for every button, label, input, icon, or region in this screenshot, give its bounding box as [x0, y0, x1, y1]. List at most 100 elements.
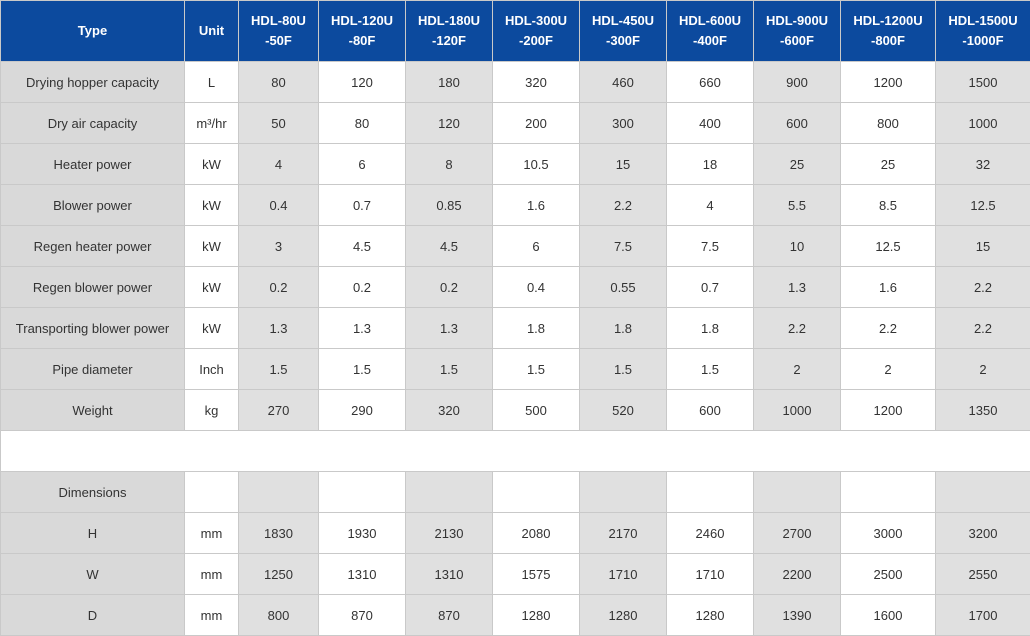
table-cell: 1.5 — [319, 349, 406, 390]
table-cell: 2500 — [841, 554, 936, 595]
table-cell: 1310 — [319, 554, 406, 595]
row-unit: mm — [185, 554, 239, 595]
table-cell: 1.3 — [319, 308, 406, 349]
table-cell: 870 — [406, 595, 493, 636]
table-cell: 1710 — [580, 554, 667, 595]
table-cell: 1575 — [493, 554, 580, 595]
table-cell — [493, 472, 580, 513]
table-cell: 32 — [936, 144, 1030, 185]
row-label: H — [1, 513, 185, 554]
table-cell: 25 — [754, 144, 841, 185]
table-cell: 80 — [319, 103, 406, 144]
header-model-line1: HDL-450U — [580, 11, 666, 31]
table-cell: 320 — [493, 62, 580, 103]
table-cell — [319, 472, 406, 513]
header-model: HDL-600U-400F — [667, 1, 754, 62]
row-unit: mm — [185, 513, 239, 554]
table-cell: 1.6 — [493, 185, 580, 226]
table-cell: 1.3 — [239, 308, 319, 349]
table-cell — [841, 472, 936, 513]
header-model-line1: HDL-180U — [406, 11, 492, 31]
table-cell: 460 — [580, 62, 667, 103]
header-model-line2: -50F — [239, 31, 318, 51]
header-model-line1: HDL-120U — [319, 11, 405, 31]
header-model-line2: -120F — [406, 31, 492, 51]
table-cell: 290 — [319, 390, 406, 431]
header-model: HDL-1500U-1000F — [936, 1, 1030, 62]
table-cell: 1000 — [936, 103, 1030, 144]
row-unit: m³/hr — [185, 103, 239, 144]
table-cell: 15 — [580, 144, 667, 185]
table-cell: 1.5 — [493, 349, 580, 390]
table-cell: 2.2 — [936, 267, 1030, 308]
row-label: Weight — [1, 390, 185, 431]
header-model-line2: -80F — [319, 31, 405, 51]
row-unit: Inch — [185, 349, 239, 390]
table-cell: 1000 — [754, 390, 841, 431]
table-cell: 7.5 — [580, 226, 667, 267]
table-cell: 1280 — [667, 595, 754, 636]
table-cell: 1.8 — [580, 308, 667, 349]
row-unit: kg — [185, 390, 239, 431]
table-cell — [239, 472, 319, 513]
row-unit: L — [185, 62, 239, 103]
table-cell — [667, 472, 754, 513]
row-label: W — [1, 554, 185, 595]
table-cell: 300 — [580, 103, 667, 144]
table-cell: 1390 — [754, 595, 841, 636]
table-cell: 4.5 — [319, 226, 406, 267]
table-cell: 120 — [406, 103, 493, 144]
row-unit: mm — [185, 595, 239, 636]
header-model-line1: HDL-600U — [667, 11, 753, 31]
table-cell: 1.3 — [406, 308, 493, 349]
header-model: HDL-180U-120F — [406, 1, 493, 62]
row-unit — [185, 472, 239, 513]
table-cell: 1310 — [406, 554, 493, 595]
table-cell: 800 — [841, 103, 936, 144]
table-cell: 3200 — [936, 513, 1030, 554]
header-model-line2: -300F — [580, 31, 666, 51]
row-unit: kW — [185, 226, 239, 267]
table-cell: 0.7 — [319, 185, 406, 226]
table-cell: 1280 — [580, 595, 667, 636]
header-model-line1: HDL-300U — [493, 11, 579, 31]
table-cell: 6 — [319, 144, 406, 185]
table-cell: 1830 — [239, 513, 319, 554]
table-cell: 2.2 — [841, 308, 936, 349]
table-cell: 1.6 — [841, 267, 936, 308]
table-cell: 1500 — [936, 62, 1030, 103]
table-cell: 4 — [239, 144, 319, 185]
table-cell: 0.55 — [580, 267, 667, 308]
table-cell: 660 — [667, 62, 754, 103]
row-label: Heater power — [1, 144, 185, 185]
table-cell: 1.5 — [406, 349, 493, 390]
table-cell: 870 — [319, 595, 406, 636]
table-cell: 0.2 — [239, 267, 319, 308]
table-cell: 4.5 — [406, 226, 493, 267]
row-label: Transporting blower power — [1, 308, 185, 349]
row-label: Regen blower power — [1, 267, 185, 308]
table-cell: 600 — [754, 103, 841, 144]
table-cell: 180 — [406, 62, 493, 103]
row-label: Blower power — [1, 185, 185, 226]
table-cell: 600 — [667, 390, 754, 431]
header-model-line2: -1000F — [936, 31, 1030, 51]
header-model: HDL-450U-300F — [580, 1, 667, 62]
table-cell: 7.5 — [667, 226, 754, 267]
table-cell: 1.3 — [754, 267, 841, 308]
table-cell: 500 — [493, 390, 580, 431]
header-model-line1: HDL-900U — [754, 11, 840, 31]
row-unit: kW — [185, 267, 239, 308]
table-cell: 2 — [936, 349, 1030, 390]
table-cell: 3000 — [841, 513, 936, 554]
table-cell: 25 — [841, 144, 936, 185]
row-label: Regen heater power — [1, 226, 185, 267]
